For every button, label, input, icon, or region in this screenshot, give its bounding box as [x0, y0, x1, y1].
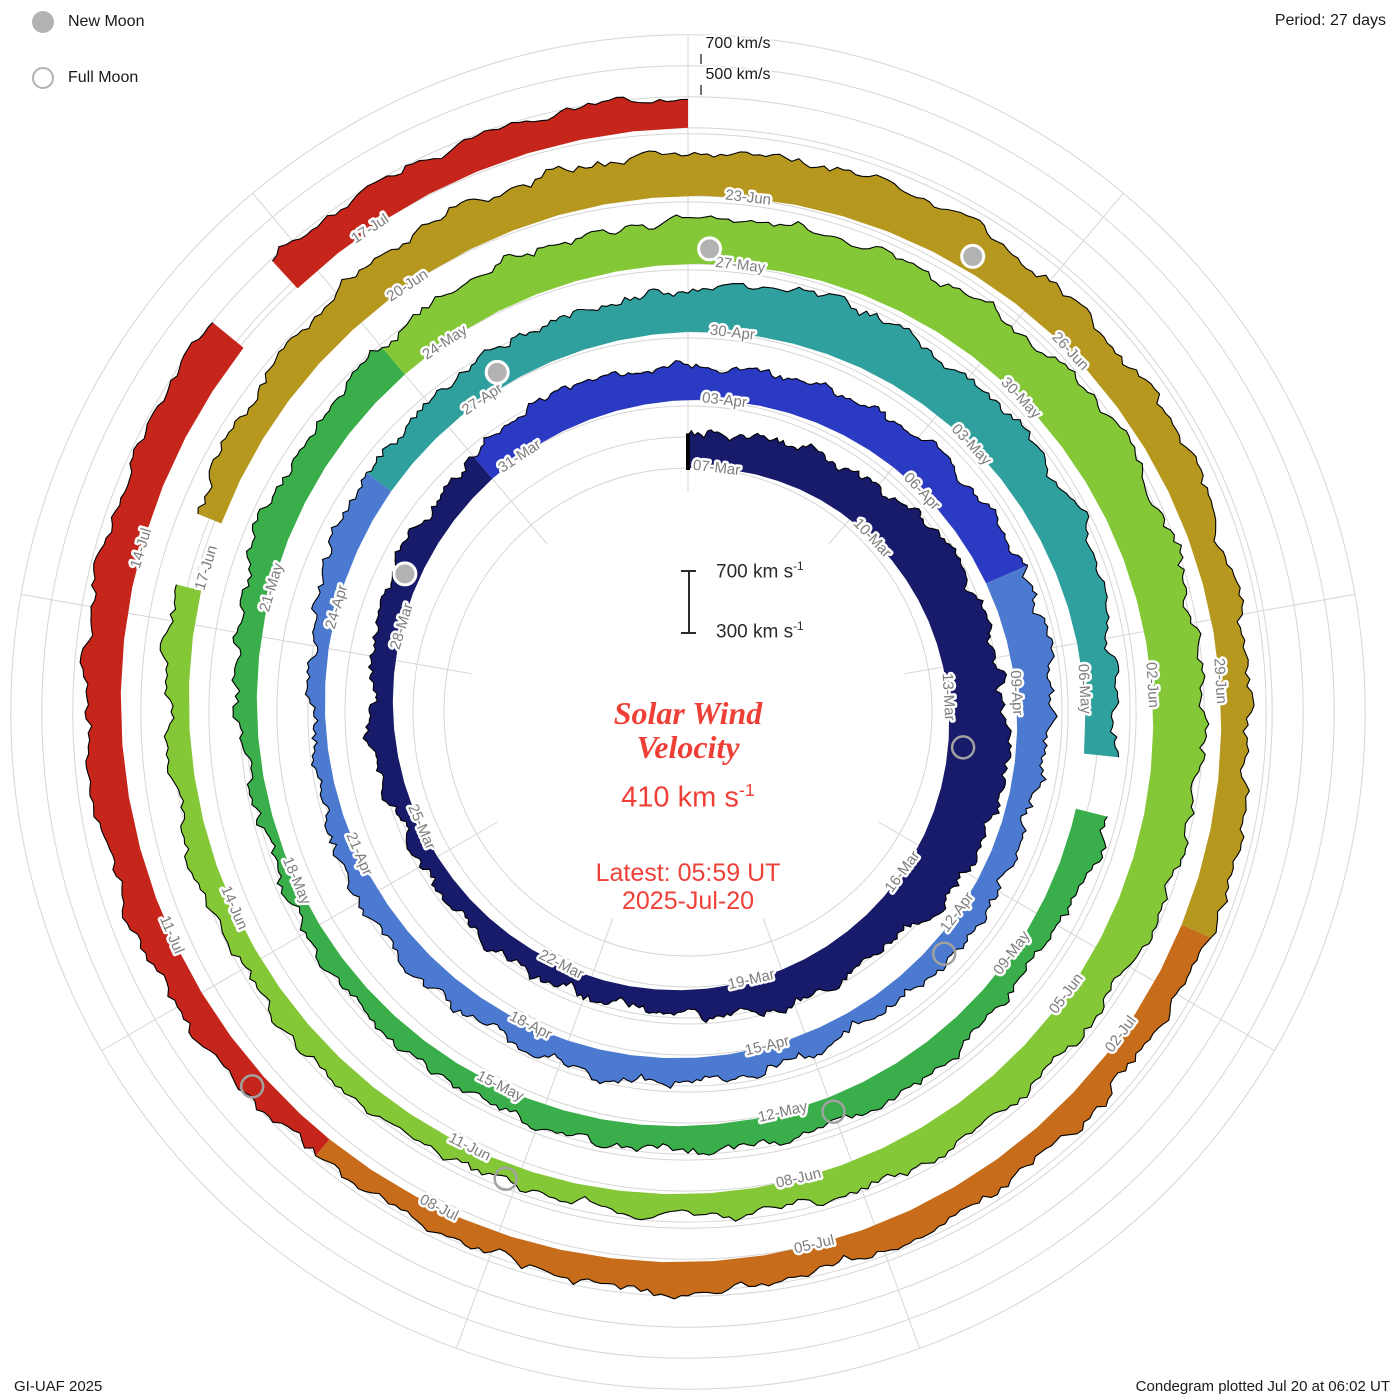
- velocity-band-green: [232, 347, 1108, 1156]
- new-moon-marker: [484, 359, 510, 385]
- velocity-trace-red: [79, 322, 317, 1156]
- date-label: 06-May: [1074, 663, 1094, 714]
- full-moon-marker: [239, 1074, 265, 1099]
- legend-full-moon: Full Moon: [32, 64, 144, 92]
- scale-bar-line: [688, 570, 690, 634]
- legend-new-moon: New Moon: [32, 8, 144, 36]
- date-label: 13-Mar: [939, 673, 959, 721]
- outer-axis-label-700: 700 km/s: [706, 35, 771, 52]
- period-label: Period: 27 days: [1274, 12, 1386, 29]
- new-moon-icon: [32, 11, 54, 33]
- new-moon-marker: [392, 561, 418, 587]
- velocity-scale-bar: [681, 570, 696, 634]
- axis-labels-layer: 700 km/s 500 km/s: [700, 33, 772, 95]
- bands-layer: [79, 96, 1255, 1300]
- full-moon-marker: [931, 941, 957, 966]
- latest-timestamp: Latest: 05:59 UT 2025-Jul-20: [595, 858, 781, 915]
- date-label: 09-Apr: [1007, 670, 1027, 716]
- velocity-trace-lightgreen: [159, 214, 1210, 1222]
- plotted-timestamp: Condegram plotted Jul 20 at 06:02 UT: [1135, 1378, 1390, 1395]
- scale-bar-bottom-label: 300 km s-1: [716, 620, 804, 643]
- center-annotation: Solar Wind Velocity 410 km s-1 Latest: 0…: [458, 696, 918, 915]
- grid-circle: [10, 34, 1366, 1390]
- velocity-band-teal: [366, 283, 1119, 758]
- velocity-trace-green: [231, 347, 1108, 1156]
- current-velocity-value: 410 km s-1: [621, 780, 755, 814]
- velocity-trace-olive: [197, 150, 1255, 938]
- velocity-band-red: [80, 322, 330, 1156]
- velocity-band-red-end: [272, 97, 688, 289]
- full-moon-icon: [32, 67, 54, 89]
- moon-markers-layer: [239, 236, 986, 1192]
- scale-bar-top-label: 700 km s-1: [716, 560, 804, 583]
- scale-bar-bottom-cap: [681, 632, 696, 634]
- velocity-trace-teal: [366, 282, 1120, 758]
- velocity-band-blue: [474, 360, 1028, 584]
- moon-legend: New Moon Full Moon: [32, 8, 144, 120]
- credit-label: GI-UAF 2025: [14, 1378, 103, 1395]
- velocity-trace-cornflower: [304, 472, 1058, 1090]
- velocity-trace-blue: [473, 360, 1029, 566]
- velocity-trace-red-end: [271, 96, 689, 262]
- new-moon-marker: [960, 243, 986, 269]
- new-moon-label: New Moon: [68, 13, 145, 30]
- full-moon-marker: [821, 1099, 846, 1124]
- full-moon-label: Full Moon: [68, 69, 139, 86]
- velocity-trace-orange: [315, 937, 1212, 1300]
- chart-title: Solar Wind Velocity: [613, 695, 763, 765]
- full-moon-marker: [950, 735, 976, 760]
- new-moon-marker: [697, 236, 723, 262]
- date-label: 29-Jun: [1210, 658, 1230, 705]
- velocity-trace-navy: [362, 429, 1013, 1024]
- date-label: 17-Jun: [192, 543, 221, 592]
- full-moon-marker: [493, 1166, 518, 1192]
- date-label: 02-Jun: [1142, 662, 1162, 709]
- outer-axis-label-500: 500 km/s: [706, 66, 771, 83]
